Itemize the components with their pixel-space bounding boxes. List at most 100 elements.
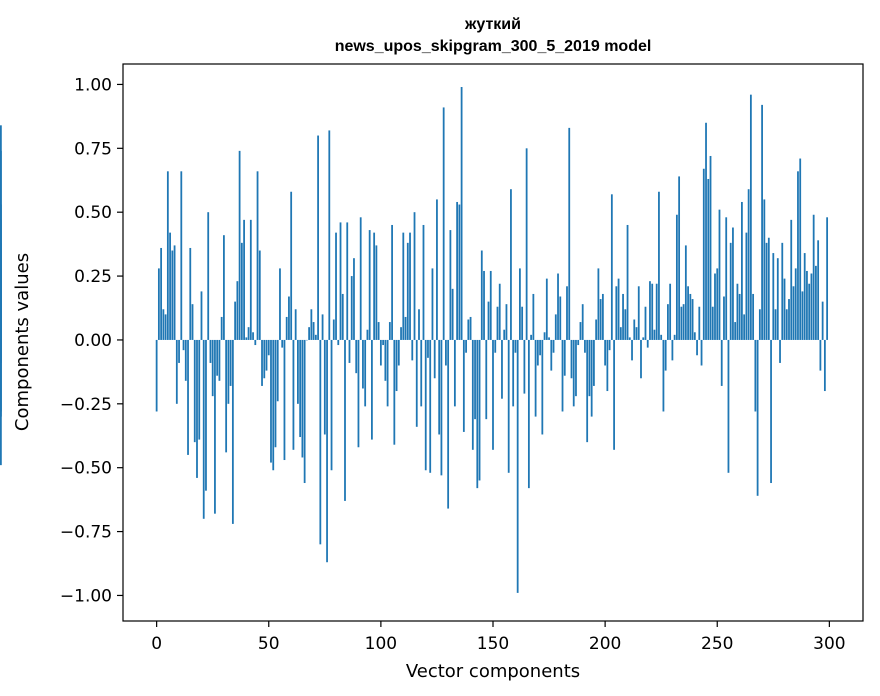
bar-266	[752, 293, 755, 340]
bar-35	[234, 301, 237, 340]
bar-295	[817, 240, 820, 340]
bar-187	[575, 339, 577, 397]
bar-183	[566, 286, 568, 340]
bar-110	[402, 232, 405, 340]
bar-24	[209, 339, 212, 363]
bar-209	[624, 309, 627, 340]
bar-70	[312, 322, 315, 340]
bar-155	[503, 329, 506, 340]
y-tick-label: −0.50	[60, 459, 112, 479]
bar-111	[404, 316, 407, 340]
x-axis-label: Vector components	[406, 661, 580, 682]
bar-74	[321, 314, 324, 340]
bar-109	[400, 327, 402, 340]
bar-283	[790, 219, 793, 340]
bar-273	[767, 237, 770, 340]
bar-144	[478, 339, 481, 481]
bar-71	[314, 334, 317, 340]
bar-194	[590, 339, 593, 417]
bar-48	[263, 339, 266, 379]
bar-120	[424, 339, 427, 471]
bar-177	[552, 339, 555, 353]
bar-27	[216, 339, 219, 376]
bar-26	[214, 339, 216, 514]
bar-249	[714, 273, 716, 340]
bar-197	[597, 268, 600, 340]
bar-189	[579, 322, 582, 340]
bar-246	[707, 178, 710, 340]
bar-260	[738, 293, 741, 340]
bar-64	[299, 339, 302, 438]
bar-222	[653, 329, 656, 340]
bar-265	[749, 94, 752, 340]
bar-173	[543, 332, 546, 340]
bar-159	[512, 339, 515, 407]
bar-102	[384, 339, 387, 381]
bar-151	[494, 339, 497, 353]
bar-255	[727, 339, 730, 473]
bar-267	[754, 339, 757, 412]
bar-7	[171, 250, 174, 340]
bar-247	[709, 155, 712, 340]
bar-268	[756, 339, 759, 496]
bar-95	[368, 230, 371, 340]
y-axis-label: Components values	[12, 253, 33, 431]
bar-165	[525, 148, 528, 340]
bar-96	[371, 339, 373, 440]
bar-212	[631, 339, 633, 361]
bar-85	[346, 222, 349, 340]
bar-41	[247, 327, 250, 340]
bar-11	[180, 171, 183, 340]
bar-131	[449, 230, 452, 340]
bar-275	[772, 253, 775, 340]
bar-119	[422, 224, 425, 340]
bar-211	[628, 337, 631, 340]
bar-37	[238, 150, 241, 340]
bar-143	[476, 339, 479, 489]
bar-206	[617, 278, 620, 340]
bar-289	[803, 253, 806, 340]
bar-188	[577, 339, 580, 346]
bar-134	[456, 201, 459, 340]
bar-33	[229, 339, 232, 386]
bar-224	[658, 191, 660, 340]
bar-103	[386, 339, 389, 407]
x-axis-ticks: 0 50 100 150 200 250 300	[151, 621, 846, 654]
bar-259	[736, 283, 739, 340]
bar-146	[483, 270, 485, 340]
bar-172	[541, 339, 544, 435]
bar-117	[418, 309, 420, 340]
bar-40	[245, 337, 248, 340]
x-tick-label: 100	[365, 634, 397, 654]
bar-263	[745, 232, 748, 340]
bar-118	[420, 339, 423, 407]
bar-97	[373, 232, 376, 340]
bar-121	[427, 339, 429, 358]
bar-285	[794, 268, 797, 340]
bar-150	[492, 339, 494, 450]
bar-91	[359, 217, 362, 340]
bar-73	[319, 339, 322, 545]
bar-116	[415, 339, 418, 427]
x-tick-label: 300	[813, 634, 845, 654]
y-axis-ticks: 1.00 0.75 0.50 0.25 0.00 −0.25 −0.50 −0.75 −1.00	[60, 75, 123, 606]
bar-124	[433, 339, 436, 379]
bar-176	[550, 339, 553, 371]
bar-190	[581, 304, 584, 340]
bar-14	[187, 339, 189, 455]
bar-286	[797, 171, 799, 340]
bar-4	[164, 314, 167, 340]
bar-80	[335, 232, 337, 340]
bar-225	[660, 334, 663, 340]
bar-178	[554, 314, 557, 340]
bar-81	[337, 339, 340, 346]
bar-66	[303, 339, 306, 484]
bar-31	[225, 339, 228, 453]
bar-53	[274, 339, 277, 448]
bar-123	[431, 268, 434, 340]
bar-258	[734, 322, 737, 340]
bar-105	[391, 224, 393, 340]
bar-6	[169, 232, 171, 340]
bar-292	[810, 273, 813, 340]
bar-61	[292, 339, 295, 450]
